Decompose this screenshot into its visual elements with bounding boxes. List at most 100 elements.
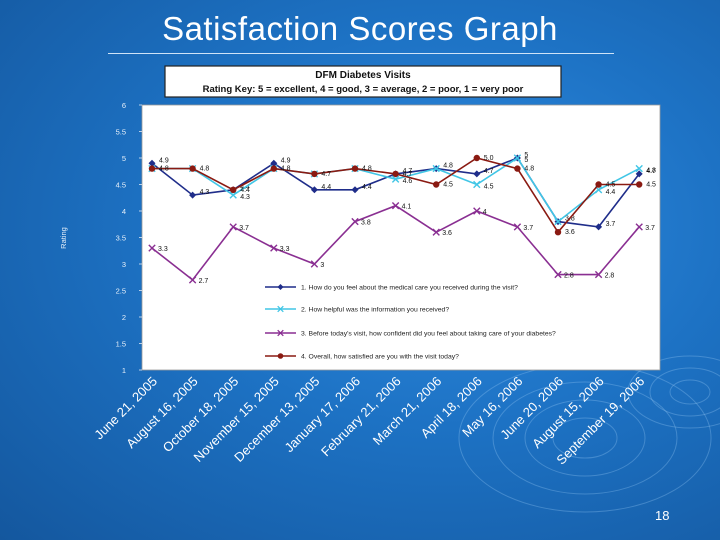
data-point bbox=[554, 217, 562, 226]
data-label: 4.6 bbox=[403, 178, 413, 185]
data-label: 2.8 bbox=[564, 273, 574, 280]
data-point bbox=[148, 244, 156, 252]
data-point bbox=[310, 260, 319, 268]
data-label: 3 bbox=[320, 262, 324, 269]
data-label: 4.8 bbox=[362, 166, 372, 173]
data-point bbox=[392, 170, 399, 178]
slide-title: Satisfaction Scores Graph bbox=[162, 10, 558, 47]
data-label: 4.5 bbox=[443, 182, 453, 189]
data-label: 4.7 bbox=[484, 168, 494, 175]
y-tick-label: 1 bbox=[122, 366, 126, 375]
data-label: 4.8 bbox=[200, 166, 210, 173]
chart-header-title: DFM Diabetes Visits bbox=[315, 70, 411, 81]
legend-label: 4. Overall, how satisfied are you with t… bbox=[301, 354, 459, 361]
data-point bbox=[351, 217, 359, 226]
legend-marker bbox=[277, 353, 284, 359]
data-point bbox=[189, 165, 196, 172]
data-label: 4.8 bbox=[281, 166, 291, 173]
data-label: 3.6 bbox=[565, 229, 575, 236]
y-tick-label: 3 bbox=[122, 260, 126, 269]
y-tick-label: 2 bbox=[122, 313, 126, 322]
data-label: 4.7 bbox=[403, 171, 413, 178]
data-point bbox=[432, 228, 440, 236]
data-point bbox=[391, 202, 400, 210]
data-point bbox=[229, 191, 237, 199]
data-label: 4.7 bbox=[321, 171, 331, 178]
data-label: 4.7 bbox=[403, 168, 413, 175]
data-point bbox=[351, 165, 359, 172]
y-tick-label: 5.5 bbox=[116, 128, 126, 137]
data-label: 4.4 bbox=[240, 187, 250, 194]
x-tick-label: August 16, 2005 bbox=[123, 374, 201, 452]
data-point bbox=[148, 165, 156, 172]
data-point bbox=[229, 223, 237, 231]
data-point bbox=[635, 223, 643, 231]
data-label: 3.6 bbox=[442, 230, 452, 237]
data-label: 3.8 bbox=[361, 220, 371, 227]
y-tick-label: 2.5 bbox=[116, 287, 126, 296]
data-point bbox=[473, 180, 481, 189]
data-point bbox=[595, 181, 602, 188]
legend-marker bbox=[277, 329, 284, 337]
data-point bbox=[270, 159, 278, 167]
data-point bbox=[513, 223, 522, 231]
y-tick-label: 4 bbox=[122, 207, 126, 216]
data-point bbox=[473, 170, 481, 178]
data-point bbox=[554, 270, 562, 279]
data-label: 4.8 bbox=[646, 168, 656, 175]
data-label: 3.7 bbox=[239, 225, 249, 232]
y-tick-label: 5 bbox=[122, 154, 126, 163]
data-point bbox=[432, 164, 440, 173]
data-label: 4.8 bbox=[159, 166, 169, 173]
data-label: 2.7 bbox=[199, 278, 209, 285]
data-label: 4.4 bbox=[321, 184, 331, 191]
data-point bbox=[595, 223, 603, 231]
legend-label: 1. How do you feel about the medical car… bbox=[301, 285, 518, 292]
legend-marker bbox=[277, 284, 284, 290]
data-point bbox=[433, 181, 440, 188]
data-point bbox=[310, 186, 318, 194]
series-3: 3.3 2.7 3.7 3.3 3 3.8 4.1 3.6 4 3.7 2.8 2.8 3.7 bbox=[148, 202, 655, 285]
data-label: 3.3 bbox=[158, 246, 168, 253]
data-label: 5 bbox=[524, 152, 528, 159]
data-point bbox=[188, 276, 197, 284]
data-point bbox=[554, 229, 562, 236]
legend-label: 2. How helpful was the information you r… bbox=[301, 307, 449, 314]
data-point bbox=[270, 165, 277, 172]
data-label: 4.9 bbox=[281, 157, 291, 164]
data-point bbox=[635, 170, 643, 178]
legend-marker bbox=[277, 305, 284, 313]
data-point bbox=[513, 154, 522, 162]
data-label: 4.3 bbox=[200, 189, 210, 196]
y-tick-label: 1.5 bbox=[116, 340, 126, 349]
data-label: 4.1 bbox=[402, 204, 412, 211]
data-point bbox=[391, 175, 400, 183]
data-label: 4.4 bbox=[362, 184, 372, 191]
y-tick-label: 4.5 bbox=[116, 181, 126, 190]
data-label: 4.7 bbox=[646, 168, 656, 175]
data-label: 4.9 bbox=[159, 157, 169, 164]
y-tick-label: 3.5 bbox=[116, 234, 126, 243]
data-label: 4.5 bbox=[646, 182, 656, 189]
title-divider bbox=[108, 53, 614, 54]
data-point bbox=[473, 207, 481, 215]
data-label: 3.3 bbox=[280, 246, 290, 253]
data-label: 3.7 bbox=[606, 221, 616, 228]
x-tick-label: January 17, 2006 bbox=[281, 374, 363, 456]
data-point bbox=[473, 154, 480, 162]
series-2: 4.3 4.6 4.5 5 4.4 4.8 bbox=[148, 154, 656, 226]
plot-area bbox=[141, 104, 661, 371]
data-label: 3.7 bbox=[523, 225, 533, 232]
chart-header-box bbox=[164, 65, 562, 98]
x-tick-label: October 18, 2005 bbox=[160, 374, 242, 456]
data-point bbox=[514, 165, 521, 172]
x-tick-label: August 15, 2006 bbox=[529, 374, 607, 452]
data-label: 3.7 bbox=[645, 225, 655, 232]
data-label: 4.4 bbox=[606, 189, 616, 196]
data-point bbox=[636, 181, 643, 188]
data-point bbox=[635, 164, 643, 173]
y-axis-label: Rating bbox=[59, 227, 68, 249]
data-label: 4.5 bbox=[484, 184, 494, 191]
data-label: 2.8 bbox=[605, 273, 615, 280]
